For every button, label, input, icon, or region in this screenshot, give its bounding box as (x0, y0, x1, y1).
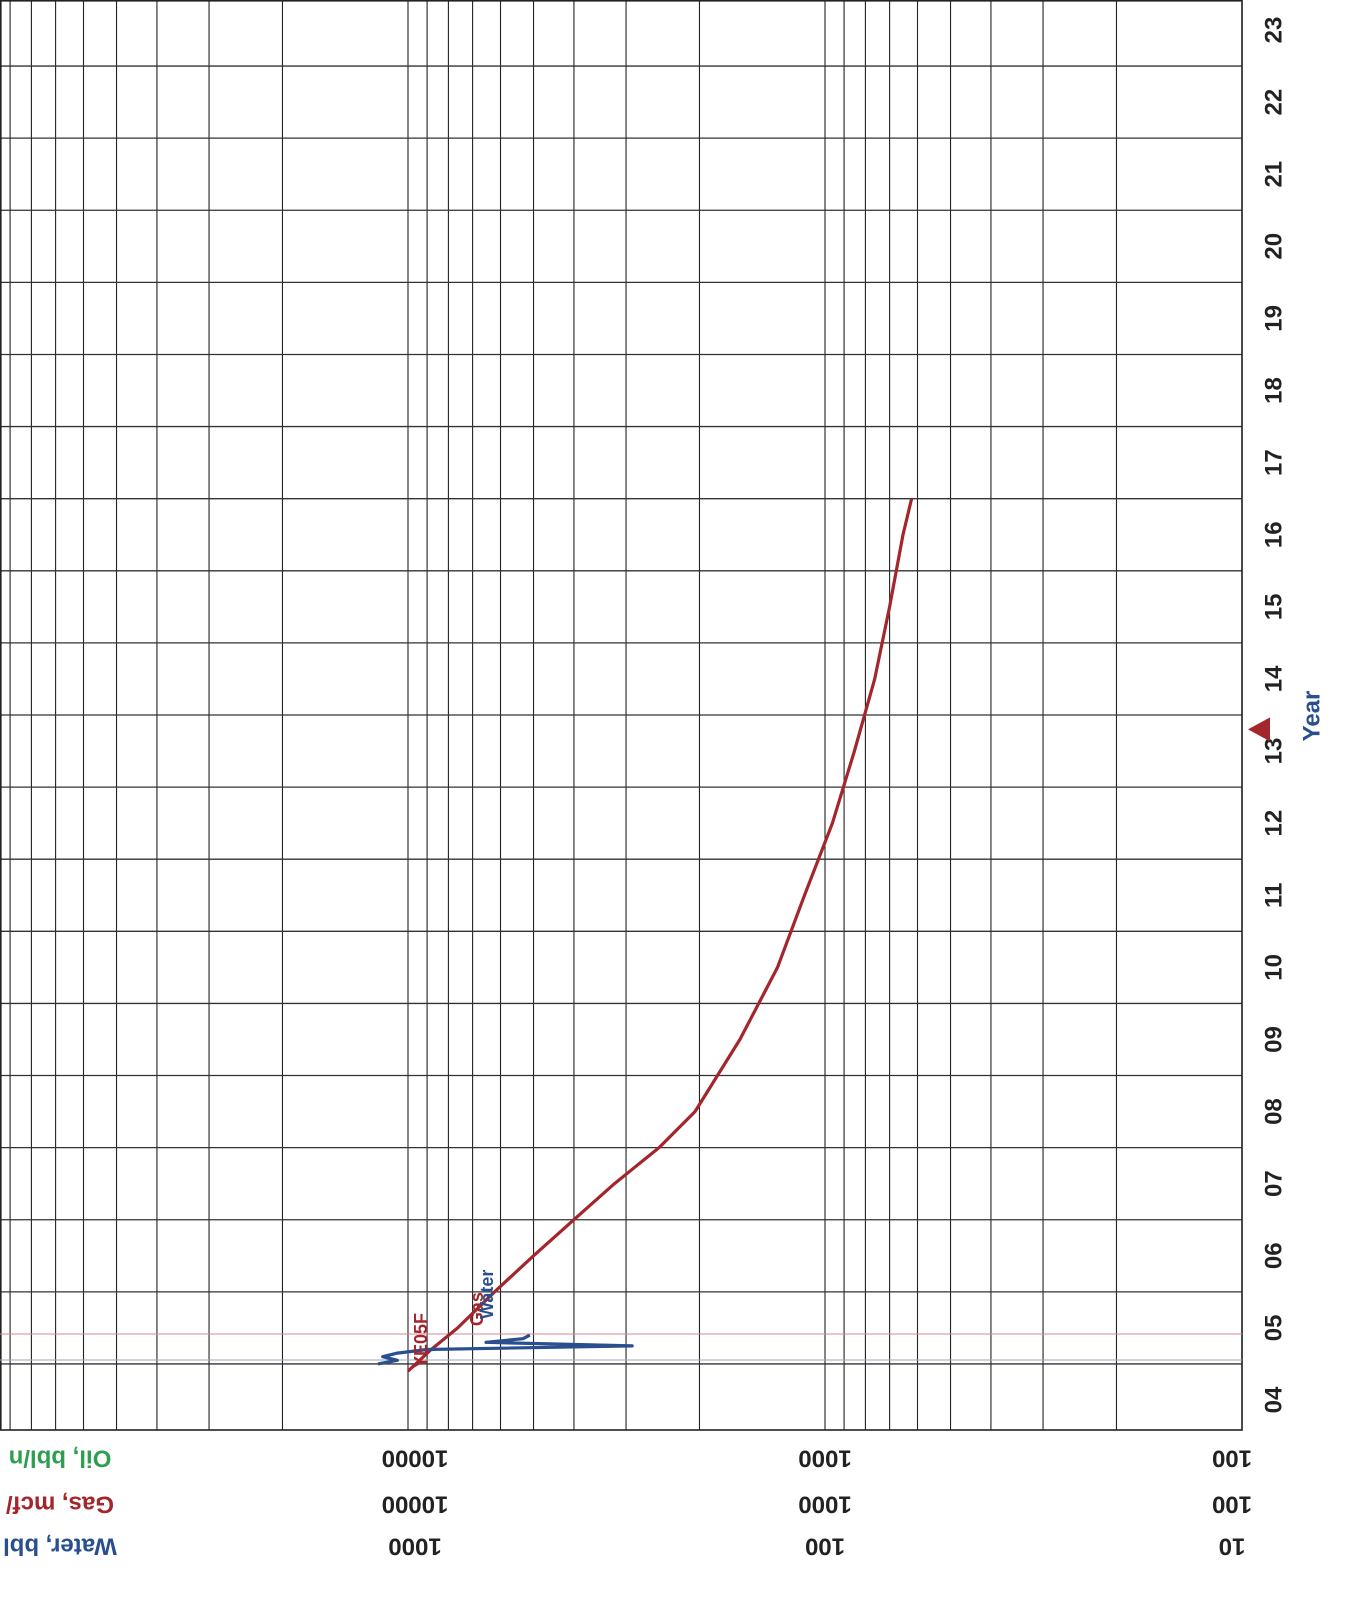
value-axis-title: Water, bbl (3, 1533, 117, 1560)
series-label-gas: Gas (467, 1292, 487, 1326)
year-tick-label: 21 (1260, 161, 1287, 188)
year-tick-label: 05 (1260, 1315, 1287, 1342)
year-tick-label: 11 (1260, 883, 1287, 908)
value-tick-label: 1000 (798, 1445, 851, 1472)
year-tick-label: 18 (1260, 377, 1287, 404)
series-line-gas (406, 498, 914, 1373)
year-tick-label: 12 (1260, 810, 1287, 837)
value-tick-label: 1000 (388, 1533, 441, 1560)
series-label-water: Water (477, 1270, 497, 1319)
year-tick-label: 09 (1260, 1026, 1287, 1053)
year-tick-label: 07 (1260, 1170, 1287, 1197)
year-tick-label: 23 (1260, 17, 1287, 44)
year-tick-label: 13 (1260, 738, 1287, 765)
value-axis-title: Gas, mcf/ (6, 1491, 114, 1518)
value-tick-label: 100 (805, 1533, 845, 1560)
year-tick-label: 08 (1260, 1098, 1287, 1125)
value-tick-label: 1000 (798, 1491, 851, 1518)
year-tick-label: 06 (1260, 1242, 1287, 1269)
grid (0, 0, 1243, 1431)
year-tick-label: 20 (1260, 233, 1287, 260)
value-tick-label: 100 (1212, 1491, 1252, 1518)
year-axis-title: Year (1298, 691, 1325, 742)
year-tick-label: 04 (1260, 1386, 1287, 1413)
value-tick-label: 10000 (382, 1491, 449, 1518)
year-tick-label: 19 (1260, 305, 1287, 332)
year-tick-label: 14 (1260, 665, 1287, 692)
value-tick-label: 10000 (382, 1445, 449, 1472)
forecast-start-marker (1248, 717, 1270, 742)
annotations (0, 1333, 1242, 1361)
year-tick-label: 15 (1260, 593, 1287, 620)
year-tick-label: 22 (1260, 89, 1287, 116)
year-tick-label: 10 (1260, 954, 1287, 981)
year-tick-label: 17 (1260, 449, 1287, 476)
ye05f-annotation: YE05F (411, 1313, 431, 1368)
value-tick-label: 100 (1212, 1445, 1252, 1472)
labels: 04 05 06 07 08 09 10 11 12 13 14 15 16 17 18 19 20 21 22 23… (3, 17, 1325, 1560)
value-tick-label: 10 (1219, 1533, 1246, 1560)
series (377, 498, 914, 1373)
year-tick-label: 16 (1260, 521, 1287, 548)
value-axis-title: Oil, bbl/n (9, 1445, 112, 1472)
plot-frame (0, 0, 1243, 1431)
